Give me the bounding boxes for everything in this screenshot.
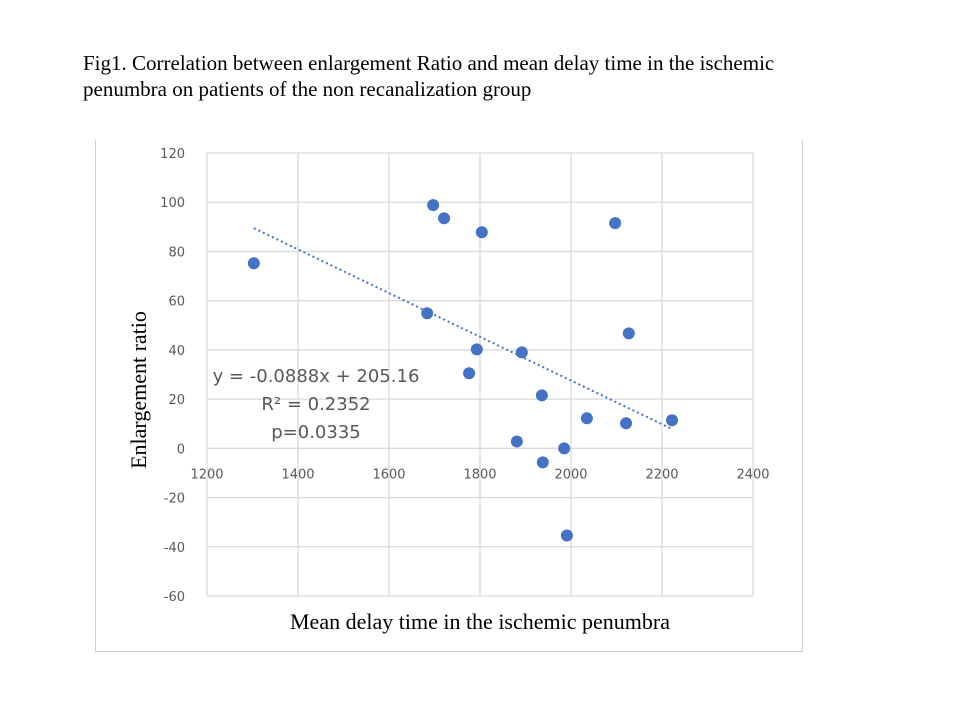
trendline — [253, 227, 673, 430]
x-tick-label: 1200 — [190, 467, 223, 482]
data-point — [510, 435, 523, 448]
x-tick-label: 2200 — [645, 467, 678, 482]
data-point — [421, 307, 434, 320]
p-value-label: p=0.0335 — [271, 422, 361, 443]
y-tick-label: -60 — [164, 590, 185, 605]
x-tick-label: 1800 — [463, 467, 496, 482]
data-point — [558, 442, 571, 455]
y-tick-label: 100 — [160, 196, 185, 211]
data-point — [666, 414, 679, 427]
chart-frame — [95, 140, 803, 652]
y-tick-label: -40 — [164, 541, 185, 556]
r-squared-label: R² = 0.2352 — [261, 394, 370, 415]
x-tick-label: 2000 — [554, 467, 587, 482]
data-point — [463, 367, 476, 380]
chart-title: Fig1. Correlation between enlargement Ra… — [83, 51, 775, 101]
data-point — [475, 226, 488, 239]
y-tick-label: 40 — [168, 344, 185, 359]
data-point — [438, 212, 451, 225]
y-tick-label: 120 — [160, 147, 185, 162]
y-tick-label: 60 — [168, 295, 185, 310]
data-point — [580, 412, 593, 425]
data-point — [609, 217, 622, 230]
x-tick-label: 1400 — [281, 467, 314, 482]
data-point — [427, 199, 440, 212]
data-point — [620, 417, 633, 430]
x-tick-label: 1600 — [372, 467, 405, 482]
data-point — [536, 456, 549, 469]
y-tick-label: 20 — [168, 393, 185, 408]
x-axis-label: Mean delay time in the ischemic penumbra — [290, 609, 670, 634]
data-point — [515, 346, 528, 359]
data-point — [247, 257, 260, 270]
data-point — [622, 327, 635, 340]
y-axis-label: Enlargement ratio — [126, 311, 151, 469]
y-tick-label: 80 — [168, 245, 185, 260]
equation-label: y = -0.0888x + 205.16 — [213, 366, 420, 387]
data-point — [535, 389, 548, 402]
x-tick-label: 2400 — [736, 467, 769, 482]
data-point — [560, 529, 573, 542]
y-tick-label: -20 — [164, 492, 185, 507]
data-point — [470, 343, 483, 356]
y-tick-label: 0 — [177, 442, 185, 457]
